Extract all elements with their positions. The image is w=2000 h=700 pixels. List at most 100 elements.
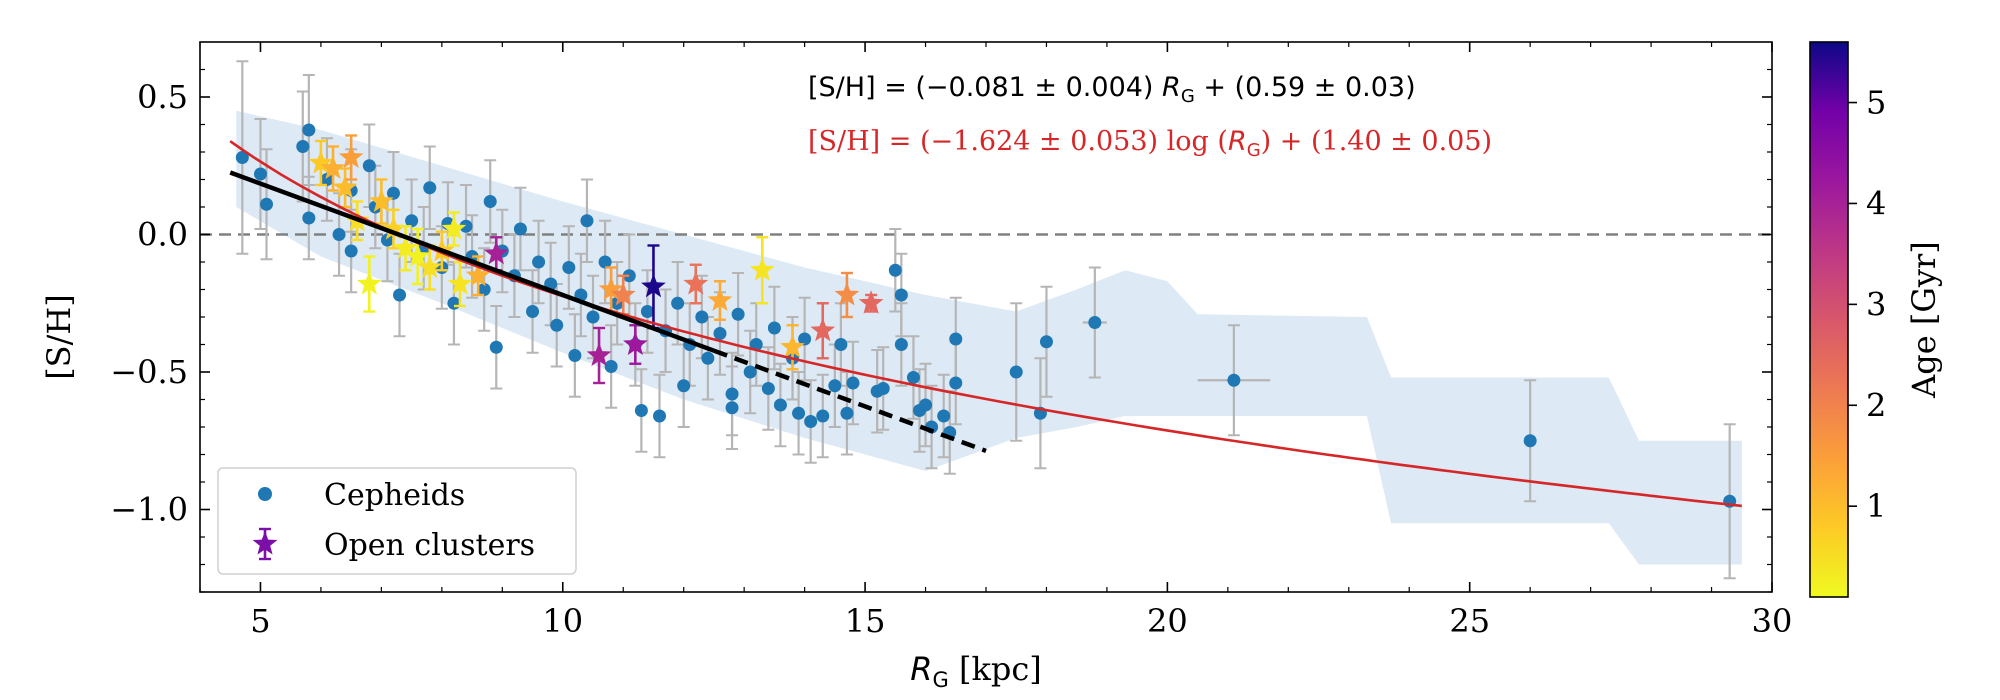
dispersion-band (236, 110, 1742, 565)
dispersion-band-area (236, 110, 1742, 565)
cepheid-point (937, 409, 951, 423)
cepheid-point (725, 387, 739, 401)
x-tick-label: 10 (542, 602, 583, 640)
cepheid-point (513, 222, 527, 236)
open-cluster-star (441, 216, 467, 240)
cepheid-point (598, 255, 612, 269)
legend-cluster-star (252, 531, 278, 555)
cepheid-point (834, 338, 848, 351)
linear-fit-line (229, 170, 715, 353)
cepheid-point (477, 283, 491, 296)
cepheid-point (344, 244, 358, 258)
cepheid-point (296, 140, 310, 153)
open-cluster-star (465, 262, 491, 287)
cepheid-point (894, 288, 908, 302)
y-tick-label: −0.5 (110, 353, 188, 391)
cepheid-point (320, 173, 334, 186)
cepheid-point (253, 167, 267, 181)
cepheid-point (731, 307, 745, 321)
colorbar-tick-label: 5 (1866, 84, 1886, 122)
y-tick-label: −1.0 (110, 491, 188, 529)
open-cluster-star (623, 331, 648, 355)
cepheid-point (302, 211, 316, 225)
open-cluster-star (381, 216, 406, 240)
colorbar: 1 2 3 4 5 Age [Gyr] (1809, 41, 1943, 598)
open-cluster-star (834, 282, 860, 306)
cepheid-point (743, 365, 757, 379)
cepheid-point (695, 310, 709, 324)
cepheid-point (562, 261, 576, 274)
equation-suffix: ) + (1.40 ± 0.05) (1261, 126, 1492, 157)
cepheid-point (919, 398, 933, 412)
cepheid-point (804, 415, 818, 428)
open-cluster-star (417, 254, 443, 278)
cepheid-point (526, 305, 540, 318)
cepheid-point (235, 151, 249, 164)
cepheid-point (671, 296, 685, 310)
cepheid-point (423, 181, 437, 195)
cepheid-point (580, 214, 594, 228)
legend: Cepheids Open clusters (217, 467, 577, 575)
cepheid-point (568, 349, 582, 362)
cepheid-point (949, 376, 963, 390)
cepheid-point (761, 382, 775, 395)
x-tick-label: 25 (1449, 602, 1490, 640)
cepheid-point (816, 409, 830, 423)
open-cluster-star (369, 188, 394, 212)
cepheid-point (405, 214, 419, 228)
cepheid-point (888, 263, 902, 277)
cepheid-point (380, 233, 394, 247)
y-axis-label: [S/H] (40, 294, 78, 380)
cepheid-point (302, 123, 316, 137)
open-cluster-star (707, 287, 733, 311)
cepheid-point (828, 379, 842, 393)
open-cluster-star (598, 276, 624, 300)
x-axis-unit: [kpc] (949, 650, 1042, 688)
cepheid-point (840, 406, 854, 420)
cepheid-point (749, 338, 763, 351)
legend-label: Open clusters (324, 528, 535, 563)
open-cluster-star (320, 155, 346, 179)
cepheid-point (393, 288, 407, 302)
cepheid-point (677, 379, 691, 393)
y-tick-label: 0.0 (137, 216, 188, 254)
open-cluster-star (610, 282, 636, 306)
cepheid-point (725, 401, 739, 415)
cepheid-point (1088, 316, 1102, 329)
legend-label: Cepheids (324, 478, 465, 513)
y-tick-label: 0.5 (137, 78, 188, 116)
open-cluster-star (356, 271, 382, 295)
equation-subscript: G (1181, 86, 1195, 107)
cepheid-point (876, 382, 890, 395)
open-cluster-star (810, 317, 836, 342)
open-cluster-star (780, 334, 805, 358)
cepheid-point (532, 255, 546, 269)
cepheid-point (1523, 434, 1537, 448)
x-axis-subscript: G (933, 668, 949, 692)
cepheid-point (634, 404, 648, 417)
cepheid-point (949, 332, 963, 346)
colorbar-tick-label: 3 (1866, 285, 1886, 323)
cepheid-point (1039, 335, 1053, 349)
colorbar-tick-label: 2 (1866, 386, 1886, 424)
open-cluster-star (683, 271, 709, 295)
cepheid-point (447, 296, 461, 310)
cepheid-point (792, 406, 806, 420)
log-fit-equation: [S/H] = (−1.624 ± 0.053) log (RG) + (1.4… (808, 126, 1492, 161)
cepheid-point (894, 338, 908, 351)
colorbar-label: Age [Gyr] (1905, 241, 1943, 399)
log-fit-line (229, 140, 1742, 508)
open-cluster-star (483, 240, 509, 265)
open-cluster-star (641, 273, 666, 298)
x-tick-label: 15 (845, 602, 886, 640)
x-axis-variable: R (910, 650, 932, 688)
cepheid-point (622, 269, 636, 283)
cepheid-point (550, 318, 564, 332)
x-tick-label: 20 (1147, 602, 1188, 640)
cepheid-point (846, 376, 860, 390)
cepheid-point (906, 371, 920, 384)
axis-ticks: 5 10 15 20 25 30 0.5 0.0 −0.5 −1.0 (110, 42, 1792, 640)
cepheid-point (386, 186, 400, 200)
open-cluster-star (749, 257, 775, 281)
cepheid-point (483, 195, 497, 208)
